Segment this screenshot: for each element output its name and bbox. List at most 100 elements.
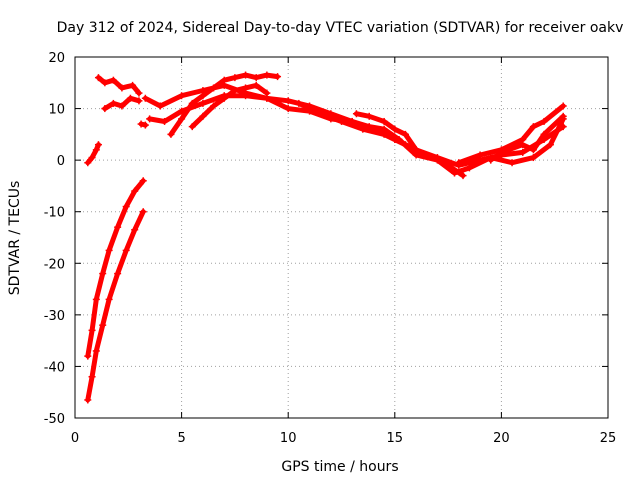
data-point bbox=[135, 97, 143, 105]
data-point bbox=[540, 117, 548, 125]
data-point bbox=[88, 154, 96, 162]
data-point bbox=[92, 347, 100, 355]
x-axis-title: GPS time / hours bbox=[281, 459, 398, 475]
data-point bbox=[380, 117, 388, 125]
data-point bbox=[316, 110, 324, 118]
y-tick-labels: -50 -40 -30 -20 -10 0 10 20 bbox=[44, 51, 65, 427]
data-point bbox=[529, 154, 537, 162]
data-point bbox=[84, 159, 92, 167]
data-point bbox=[167, 130, 175, 138]
series-arc-14 bbox=[488, 113, 566, 163]
data-point bbox=[141, 121, 149, 129]
data-point bbox=[131, 187, 139, 195]
data-point bbox=[391, 125, 399, 133]
data-point bbox=[146, 115, 154, 123]
data-point bbox=[444, 161, 452, 169]
data-point bbox=[559, 102, 567, 110]
data-point bbox=[220, 76, 228, 84]
data-point bbox=[338, 117, 345, 125]
x-tick-label: 5 bbox=[177, 431, 185, 446]
data-point bbox=[365, 112, 373, 120]
data-point bbox=[199, 99, 207, 107]
x-tick-labels: 0 5 10 15 20 25 bbox=[71, 431, 616, 446]
grid bbox=[75, 57, 608, 418]
data-point bbox=[84, 396, 92, 404]
data-point bbox=[188, 99, 196, 107]
data-point bbox=[135, 89, 143, 97]
x-tick-label: 0 bbox=[71, 431, 79, 446]
data-point bbox=[401, 130, 409, 138]
data-point bbox=[559, 112, 567, 120]
data-point bbox=[84, 352, 92, 360]
y-tick-label: 10 bbox=[48, 103, 65, 118]
data-point bbox=[99, 270, 107, 278]
data-point bbox=[122, 246, 130, 254]
y-tick-label: -40 bbox=[44, 360, 65, 375]
data-point bbox=[129, 81, 137, 89]
chart-title: Day 312 of 2024, Sidereal Day-to-day VTE… bbox=[57, 20, 624, 36]
data-point bbox=[359, 125, 367, 133]
data-point bbox=[529, 146, 537, 154]
data-point bbox=[139, 208, 147, 216]
data-point bbox=[94, 74, 102, 82]
data-point bbox=[101, 79, 109, 87]
data-point bbox=[546, 141, 554, 149]
data-point bbox=[122, 203, 130, 211]
data-point bbox=[126, 94, 134, 102]
y-tick-label: 0 bbox=[57, 154, 65, 169]
series-arc-2 bbox=[96, 75, 142, 96]
data-point bbox=[114, 223, 122, 231]
data-point bbox=[295, 99, 303, 107]
data-point bbox=[131, 226, 139, 234]
x-tick-label: 25 bbox=[600, 431, 617, 446]
y-tick-label: -20 bbox=[44, 257, 65, 272]
data-point bbox=[476, 151, 484, 159]
x-tick-label: 20 bbox=[493, 431, 510, 446]
data-point bbox=[141, 94, 149, 102]
data-point bbox=[401, 141, 409, 149]
y-tick-label: -10 bbox=[44, 206, 65, 221]
data-point bbox=[156, 102, 164, 110]
data-point bbox=[178, 115, 186, 123]
y-tick-label: 20 bbox=[48, 51, 65, 66]
data-point bbox=[105, 295, 113, 303]
data-point bbox=[284, 105, 292, 113]
data-point bbox=[231, 87, 239, 95]
data-point bbox=[497, 148, 505, 156]
plot-frame bbox=[74, 56, 609, 419]
data-point bbox=[459, 172, 467, 180]
data-point bbox=[178, 92, 186, 100]
data-point bbox=[92, 295, 100, 303]
data-point bbox=[88, 326, 96, 334]
data-point bbox=[423, 151, 431, 159]
series-arc-1 bbox=[85, 142, 101, 166]
data-point bbox=[99, 321, 107, 329]
series-arc-5 bbox=[85, 178, 146, 359]
data-point bbox=[465, 164, 473, 172]
y-axis-title: SDTVAR / TECUs bbox=[7, 181, 23, 296]
data-point bbox=[242, 92, 250, 100]
data-point bbox=[274, 73, 282, 81]
data-point bbox=[284, 97, 292, 105]
data-point bbox=[199, 112, 207, 120]
data-point bbox=[94, 141, 102, 149]
data-point bbox=[220, 94, 228, 102]
data-point bbox=[242, 71, 250, 79]
data-point bbox=[105, 246, 113, 254]
data-point bbox=[519, 148, 527, 156]
data-point bbox=[88, 373, 96, 381]
data-point bbox=[210, 102, 218, 110]
data-point bbox=[114, 270, 122, 278]
data-point bbox=[109, 76, 117, 84]
data-point bbox=[352, 110, 360, 118]
data-point bbox=[242, 84, 250, 92]
data-point bbox=[519, 141, 527, 149]
data-point bbox=[118, 102, 126, 110]
data-point bbox=[252, 74, 260, 82]
data-point bbox=[231, 74, 239, 82]
data-series bbox=[84, 71, 567, 404]
data-point bbox=[101, 105, 109, 113]
data-point bbox=[161, 117, 169, 125]
x-tick-label: 10 bbox=[280, 431, 297, 446]
